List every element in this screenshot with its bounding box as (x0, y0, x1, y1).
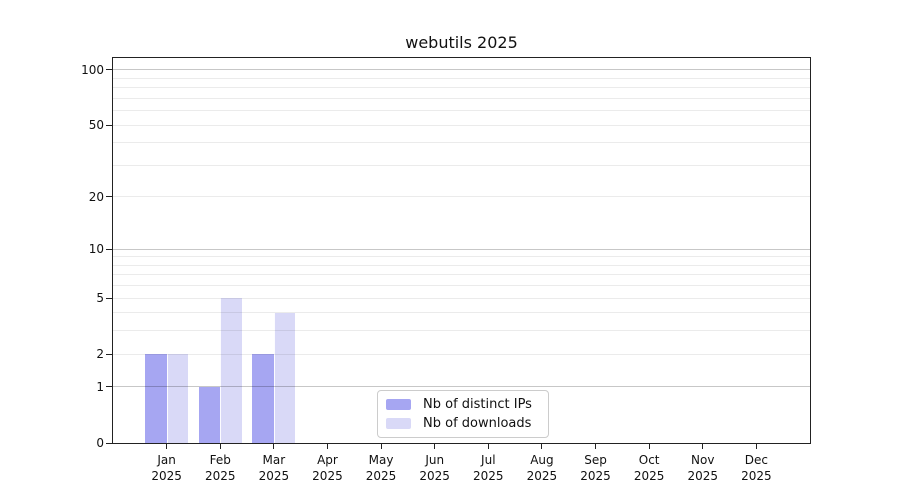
x-tick-mark (541, 444, 543, 449)
x-tick-label: Dec 2025 (724, 452, 788, 484)
y-tick-label: 10 (88, 242, 104, 257)
x-tick-label: Apr 2025 (295, 452, 359, 484)
x-tick-mark (595, 444, 597, 449)
legend: Nb of distinct IPs Nb of downloads (377, 390, 549, 438)
x-tick-label: Feb 2025 (188, 452, 252, 484)
y-tick-label: 1 (96, 379, 104, 394)
x-tick-month: Jul (481, 453, 496, 467)
x-tick-month: Mar (262, 453, 286, 467)
legend-label: Nb of distinct IPs (423, 397, 532, 413)
x-tick-year: 2025 (741, 469, 772, 483)
y-gridline-minor (113, 312, 810, 314)
bar (198, 386, 221, 443)
y-gridline-minor (113, 196, 810, 198)
x-tick-label: Nov 2025 (671, 452, 735, 484)
x-tick-year: 2025 (526, 469, 558, 483)
x-tick-label: Sep 2025 (564, 452, 628, 484)
y-gridline-minor (113, 353, 810, 355)
y-tick-label: 50 (88, 118, 104, 133)
x-tick-year: 2025 (633, 469, 665, 483)
x-tick-label: Mar 2025 (242, 452, 306, 484)
y-tick-label: 20 (88, 189, 104, 204)
x-tick-year: 2025 (258, 469, 290, 483)
y-gridline-minor (113, 297, 810, 299)
x-tick-month: Apr (317, 453, 338, 467)
x-tick-year: 2025 (312, 469, 343, 483)
y-tick-mark (106, 248, 112, 250)
y-gridline-major (113, 386, 810, 388)
x-tick-mark (166, 444, 168, 449)
x-tick-mark (273, 444, 275, 449)
x-tick-month: Nov (691, 453, 715, 467)
bar (145, 354, 167, 443)
y-tick-mark (106, 442, 112, 444)
x-tick-mark (755, 444, 757, 449)
legend-entry: Nb of distinct IPs (386, 397, 540, 412)
y-gridline-minor (113, 97, 810, 99)
x-tick-label: Jan 2025 (135, 452, 199, 484)
y-tick-label: 0 (96, 436, 104, 450)
legend-entry: Nb of downloads (386, 416, 540, 431)
y-tick-mark (106, 386, 112, 388)
y-tick-mark (106, 196, 112, 198)
y-tick-label: 100 (81, 62, 104, 77)
y-gridline-minor (113, 142, 810, 144)
x-tick-month: Oct (638, 453, 660, 467)
legend-swatch (386, 417, 411, 429)
bar (273, 312, 296, 443)
x-tick-mark (702, 444, 704, 449)
x-tick-mark (380, 444, 382, 449)
y-gridline-minor (113, 274, 810, 276)
x-tick-year: 2025 (151, 469, 182, 483)
x-tick-mark (487, 444, 489, 449)
x-tick-label: May 2025 (349, 452, 413, 484)
y-tick-mark (106, 297, 112, 299)
x-tick-month: Aug (530, 453, 554, 467)
x-tick-month: Jun (425, 453, 445, 467)
y-tick-mark (106, 124, 112, 126)
x-tick-year: 2025 (580, 469, 611, 483)
x-tick-label: Aug 2025 (510, 452, 574, 484)
y-tick-label: 2 (96, 347, 104, 362)
x-tick-month: May (368, 453, 394, 467)
x-tick-mark (648, 444, 650, 449)
x-tick-month: Feb (209, 453, 231, 467)
y-gridline-minor (113, 256, 810, 258)
y-gridline-minor (113, 87, 810, 89)
bar (166, 354, 189, 443)
x-tick-year: 2025 (365, 469, 397, 483)
y-gridline-minor (113, 330, 810, 332)
x-tick-year: 2025 (419, 469, 450, 483)
y-tick-mark (106, 353, 112, 355)
x-tick-label: Jun 2025 (403, 452, 467, 484)
x-tick-year: 2025 (473, 469, 504, 483)
x-tick-mark (219, 444, 221, 449)
x-tick-mark (326, 444, 328, 449)
legend-label: Nb of downloads (423, 415, 532, 431)
plot-area (112, 57, 811, 444)
y-gridline-minor (113, 124, 810, 126)
y-tick-mark (106, 69, 112, 71)
legend-swatch (386, 399, 411, 411)
y-gridline-minor (113, 264, 810, 266)
bar (220, 298, 242, 443)
y-gridline-minor (113, 110, 810, 112)
x-tick-month: Sep (584, 453, 607, 467)
x-tick-month: Jan (157, 453, 176, 467)
y-gridline-minor (113, 77, 810, 79)
y-gridline-major (113, 248, 810, 250)
chart-title: webutils 2025 (405, 33, 518, 52)
y-gridline-major (113, 69, 810, 71)
x-tick-year: 2025 (687, 469, 719, 483)
y-tick-label: 5 (96, 291, 104, 306)
x-tick-label: Jul 2025 (456, 452, 520, 484)
y-gridline-minor (113, 164, 810, 166)
x-tick-mark (434, 444, 436, 449)
x-tick-label: Oct 2025 (617, 452, 681, 484)
y-gridline-minor (113, 285, 810, 287)
x-tick-year: 2025 (204, 469, 236, 483)
x-tick-month: Dec (744, 453, 768, 467)
bar (252, 354, 274, 443)
